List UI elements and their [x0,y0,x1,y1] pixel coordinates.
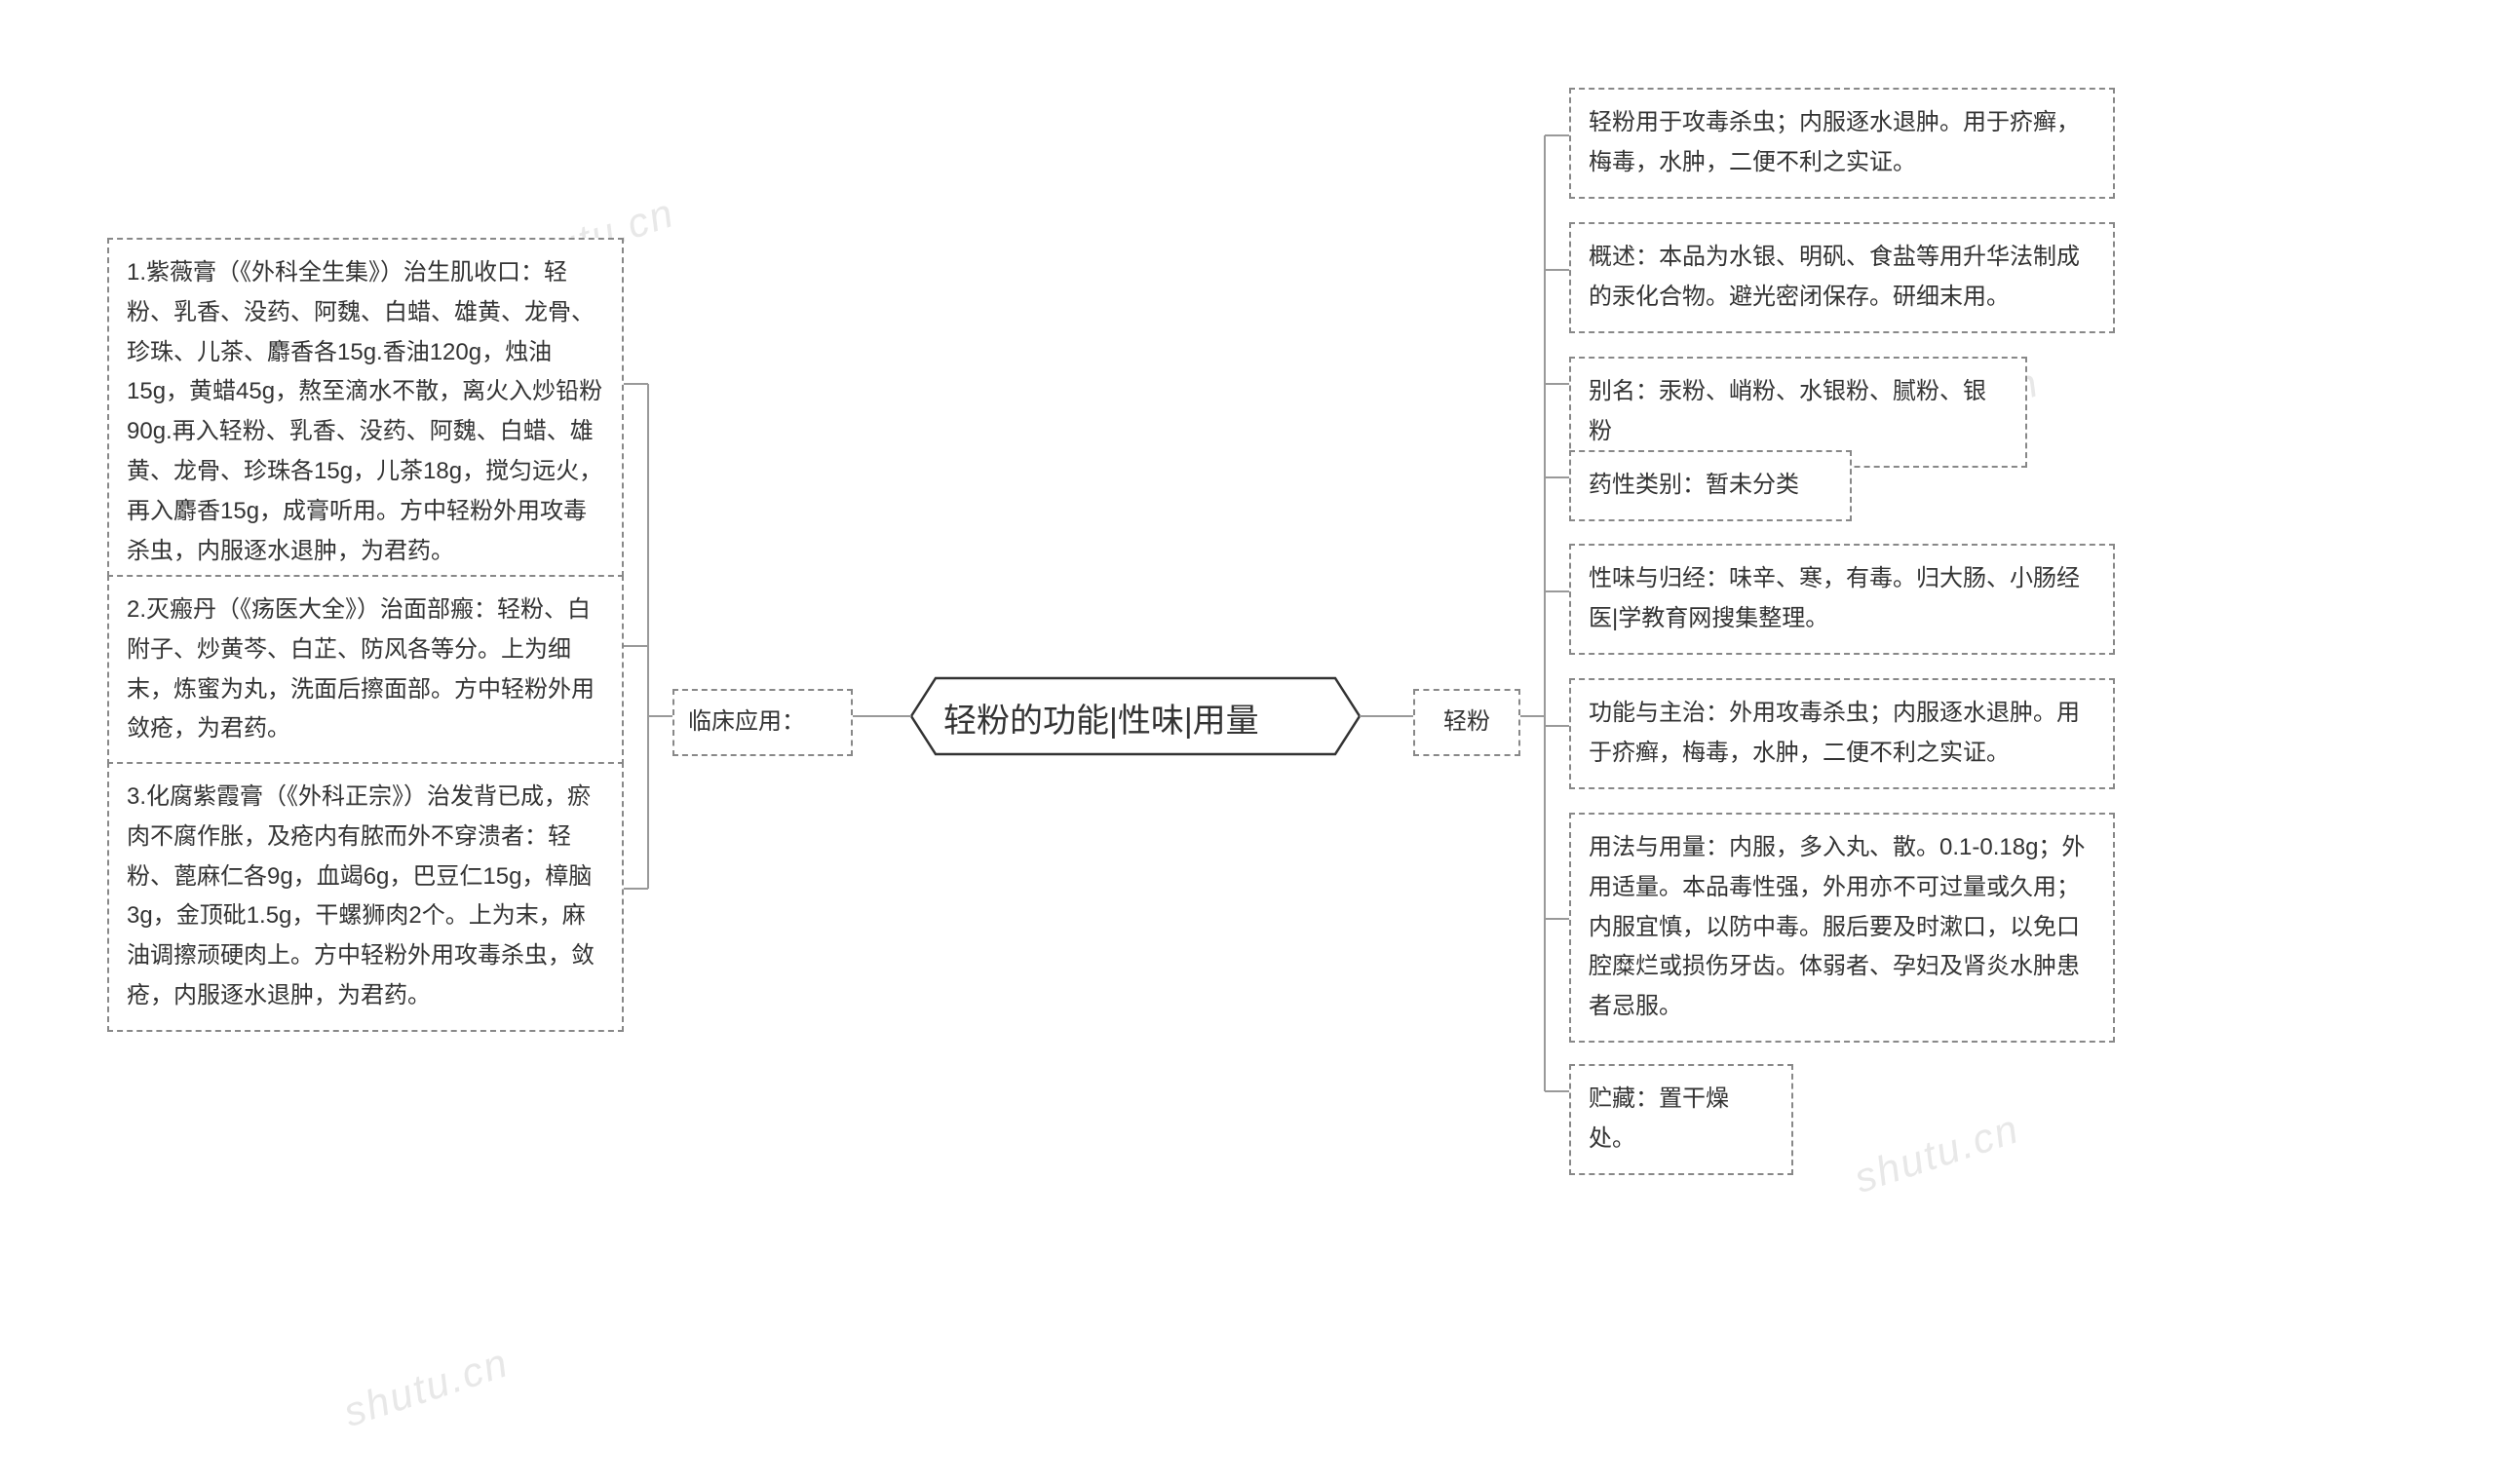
right-item-8: 贮藏：置干燥处。 [1569,1064,1793,1175]
left-item-1: 1.紫薇膏（《外科全生集》）治生肌收口：轻粉、乳香、没药、阿魏、白蜡、雄黄、龙骨… [107,238,624,587]
right-item-5: 性味与归经：味辛、寒，有毒。归大肠、小肠经医|学教育网搜集整理。 [1569,544,2115,655]
right-item-2: 概述：本品为水银、明矾、食盐等用升华法制成的汞化合物。避光密闭保存。研细末用。 [1569,222,2115,333]
right-item-7: 用法与用量：内服，多入丸、散。0.1-0.18g；外用适量。本品毒性强，外用亦不… [1569,813,2115,1043]
left-item-3: 3.化腐紫霞膏（《外科正宗》）治发背已成，瘀肉不腐作胀，及疮内有脓而外不穿溃者：… [107,762,624,1032]
left-item-2: 2.灭瘢丹（《疡医大全》）治面部瘢：轻粉、白附子、炒黄芩、白芷、防风各等分。上为… [107,575,624,765]
watermark: shutu.cn [1849,1105,2025,1202]
right-item-4: 药性类别：暂未分类 [1569,450,1852,521]
branch-left-label: 临床应用： [672,689,853,756]
root-node: 轻粉的功能|性味|用量 [943,694,1259,742]
watermark: shutu.cn [338,1339,515,1436]
right-item-1: 轻粉用于攻毒杀虫；内服逐水退肿。用于疥癣，梅毒，水肿，二便不利之实证。 [1569,88,2115,199]
branch-right-label: 轻粉 [1413,689,1520,756]
right-item-6: 功能与主治：外用攻毒杀虫；内服逐水退肿。用于疥癣，梅毒，水肿，二便不利之实证。 [1569,678,2115,789]
